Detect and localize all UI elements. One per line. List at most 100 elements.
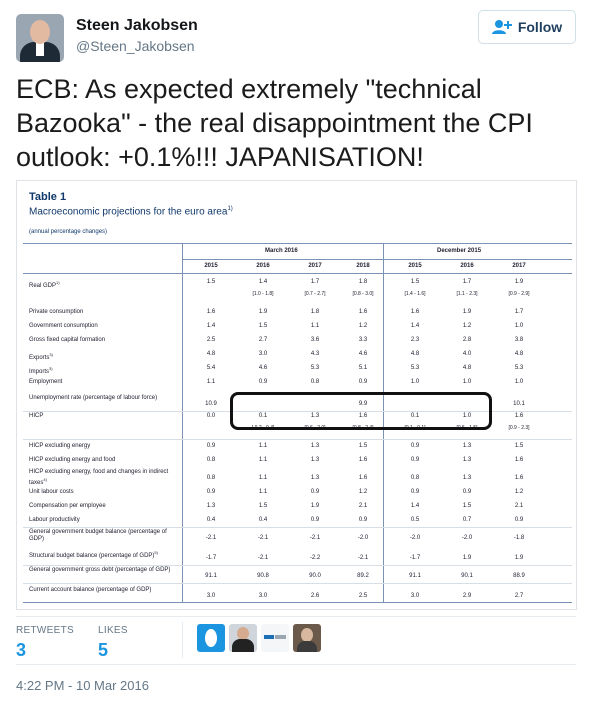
row-separator [23,565,572,566]
retweets-stat[interactable]: RETWEETS 3 [16,625,74,661]
table-cell: 0.0 [206,413,216,419]
table-cell: 1.5 [514,443,524,449]
table-row: Compensation per employee 1.3 1.5 1.9 2.1 1.4… [17,499,576,513]
table-cell: -1.8 [513,535,525,541]
table-cell: 0.8 [206,475,216,481]
table-cell: 90.0 [309,573,321,579]
table-cell: 1.9 [514,279,524,285]
table-cell: 1.9 [310,503,320,509]
row-label: Employment [29,379,63,385]
table-cell: 1.2 [358,489,368,495]
table-row: General government gross debt (percentag… [17,565,576,583]
table-cell: 1.5 [462,503,472,509]
author-avatar[interactable] [16,14,64,62]
year-header: 2017 [512,263,526,269]
row-label: General government budget balance (perce… [29,529,167,542]
table-cell: 1.5 [410,279,420,285]
table-cell: 90.1 [461,573,473,579]
follow-button[interactable]: Follow [478,10,576,44]
row-label: General government gross debt (percentag… [29,567,171,573]
table-cell: 1.4 [410,323,420,329]
table-cell: 1.0 [514,379,524,385]
table-cell: -2.0 [357,535,369,541]
table-row: Real GDP1) 1.5 1.4 1.7 1.8 1.5 1.7 1.9 [1.0 - 1.… [17,277,576,305]
table-cell: 1.3 [462,443,472,449]
footer-divider [16,664,576,665]
table-cell: 91.1 [205,573,217,579]
table-cell: 1.1 [258,443,268,449]
liker-avatar[interactable] [293,624,321,652]
tweet-image-table[interactable]: Table 1 Macroeconomic projections for th… [16,180,577,610]
table-cell: 0.9 [206,443,216,449]
table-row: Gross fixed capital formation 2.5 2.7 3.6 3.… [17,333,576,347]
table-cell: 3.0 [410,593,420,599]
table-cell: -2.1 [205,535,217,541]
table-top-rule [23,243,572,244]
table-cell: 0.1 [258,413,268,419]
liker-avatar[interactable] [229,624,257,652]
row-label: Unemployment rate (percentage of labour … [29,395,158,401]
table-cell: 1.6 [514,413,524,419]
table-cell: -1.7 [409,555,421,561]
table-cell: 1.5 [258,323,268,329]
table-row: Employment 1.1 0.9 0.8 0.9 1.0 1.0 1.0 [17,375,576,389]
table-cell: 1.7 [462,279,472,285]
liker-avatar[interactable] [261,624,289,652]
table-cell: 1.8 [358,279,368,285]
table-cell: 3.0 [206,593,216,599]
table-cell: 0.9 [310,489,320,495]
table-cell: 0.8 [410,475,420,481]
table-cell: 1.6 [410,309,420,315]
table-cell: 2.1 [358,503,368,509]
table-cell: 0.9 [258,379,268,385]
table-cell: -2.1 [257,555,269,561]
table-cell: 2.6 [310,593,320,599]
table-cell: 1.1 [310,323,320,329]
range-cell: [0.8 - 3.0] [352,291,374,297]
table-cell: -2.1 [309,535,321,541]
author-handle[interactable]: @Steen_Jakobsen [76,38,195,54]
table-cell: 3.8 [514,337,524,343]
table-cell: 0.8 [206,457,216,463]
table-cell: -2.1 [257,535,269,541]
table-cell: 2.5 [358,593,368,599]
author-name[interactable]: Steen Jakobsen [76,17,198,34]
table-cell: 1.6 [206,309,216,315]
year-header: 2015 [408,263,422,269]
row-label: HICP excluding energy and food [29,457,116,463]
table-row: General government budget balance (perce… [17,527,576,545]
liker-avatar[interactable] [197,624,225,652]
year-header: 2018 [356,263,370,269]
table-cell: 1.6 [514,475,524,481]
table-cell: 0.9 [410,443,420,449]
row-label: Exports3) [29,352,53,361]
table-cell: -2.2 [309,555,321,561]
table-cell: 1.6 [358,457,368,463]
table-cell: 1.2 [358,323,368,329]
table-cell: 1.1 [258,489,268,495]
table-cell: 4.8 [462,365,472,371]
table-cell: 10.9 [205,401,217,407]
table-cell: 2.1 [514,503,524,509]
group-rule [182,259,572,260]
table-cell: 1.5 [358,443,368,449]
table-cell: 0.9 [206,489,216,495]
table-cell: 0.9 [514,517,524,523]
table-cell: 2.3 [410,337,420,343]
likes-stat[interactable]: LIKES 5 [98,625,128,661]
tweet-timestamp[interactable]: 4:22 PM - 10 Mar 2016 [16,678,149,693]
table-cell: 2.7 [258,337,268,343]
table-cell: 1.8 [310,309,320,315]
table-title: Table 1 [29,191,67,203]
table-cell: 4.6 [258,365,268,371]
table-row: Labour productivity 0.4 0.4 0.9 0.9 0.5 0.7 0.9 [17,513,576,527]
retweets-label: RETWEETS [16,625,74,636]
row-label: Gross fixed capital formation [29,337,106,343]
range-cell: [0.7 - 2.7] [304,291,326,297]
table-cell: 1.9 [258,309,268,315]
row-label: Private consumption [29,309,84,315]
table-cell: 1.5 [258,503,268,509]
hicp-highlight-box [230,392,492,430]
table-cell: 1.2 [462,323,472,329]
range-cell: [1.4 - 1.6] [404,291,426,297]
